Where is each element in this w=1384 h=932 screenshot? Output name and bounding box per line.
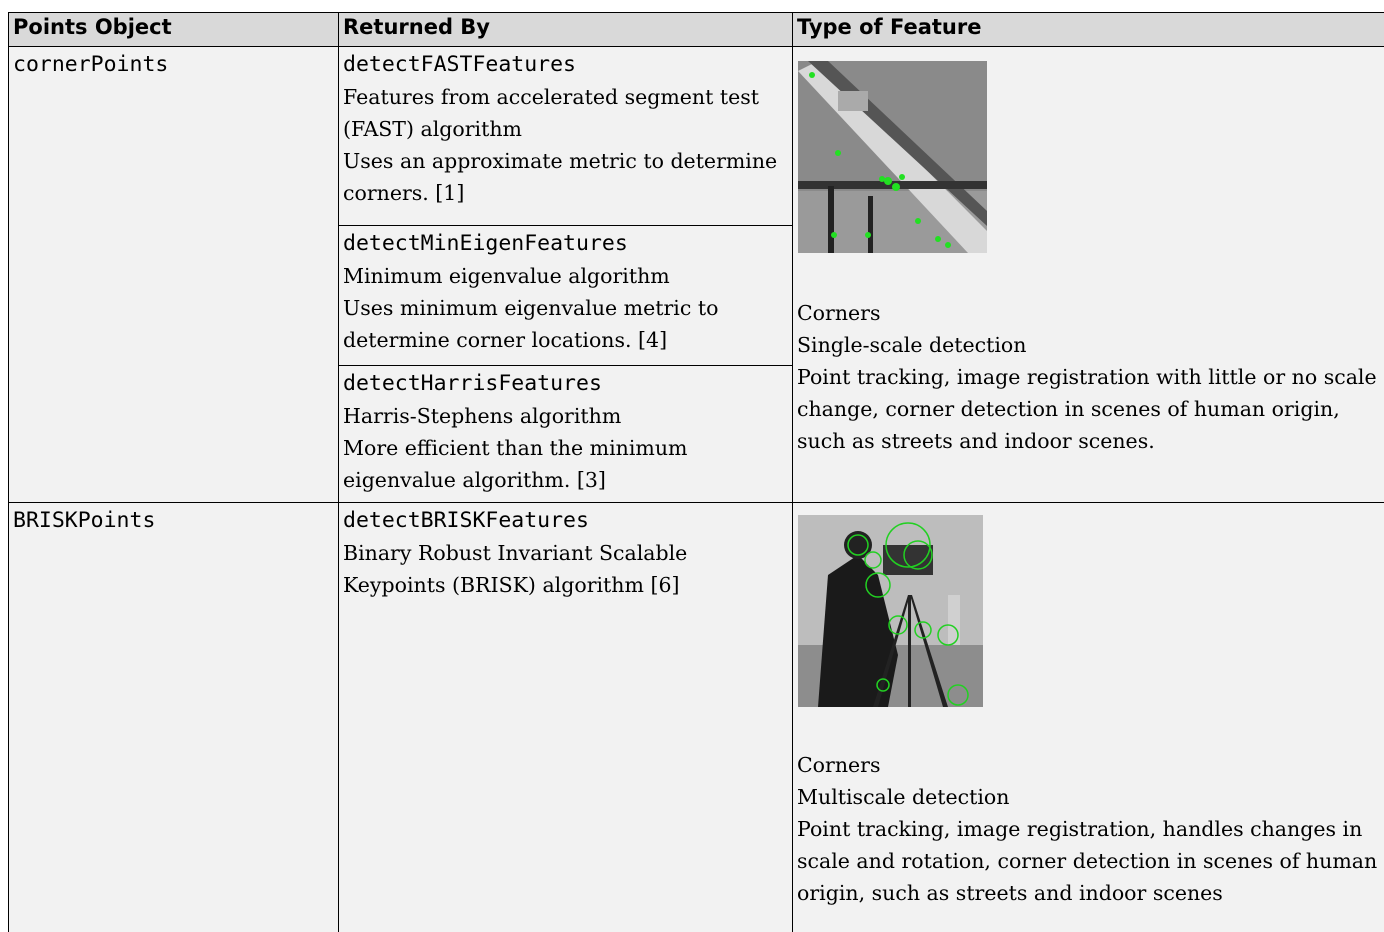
fast-image	[798, 61, 987, 253]
method-name: detectFASTFeatures	[343, 52, 576, 77]
feature-cell: Corners Multiscale detection Point track…	[792, 502, 1384, 932]
method-text: More efficient than the minimum eigenval…	[343, 436, 688, 492]
feature-text: Corners	[797, 301, 881, 325]
object-cell: cornerPoints	[8, 46, 339, 503]
header-row: Points Object Returned By Type of Featur…	[8, 12, 1384, 47]
method-name: detectHarrisFeatures	[343, 371, 602, 396]
object-name: cornerPoints	[13, 52, 169, 77]
row: BRISKPoints detectBRISKFeatures Binary R…	[8, 502, 1384, 932]
method-text: Harris-Stephens algorithm	[343, 404, 622, 428]
object-cell: BRISKPoints	[8, 502, 339, 932]
feature-cell: Corners Single-scale detection Point tra…	[792, 46, 1384, 503]
header-cell: Type of Feature	[792, 12, 1384, 47]
row: cornerPoints detectFASTFeatures Features…	[8, 46, 1384, 503]
method-cell: detectHarrisFeatures Harris-Stephens alg…	[338, 365, 793, 503]
feature-text: Single-scale detection	[797, 333, 1027, 357]
feature-table: Points Object Returned By Type of Featur…	[8, 12, 1384, 932]
method-name: detectBRISKFeatures	[343, 508, 589, 533]
method-text: Binary Robust Invariant Scalable Keypoin…	[343, 541, 688, 597]
brisk-image	[798, 515, 983, 707]
method-text: Uses minimum eigenvalue metric to determ…	[343, 296, 719, 352]
header-cell: Points Object	[8, 12, 339, 47]
method-cell: detectFASTFeatures Features from acceler…	[338, 46, 793, 226]
row: detectHarrisFeatures Harris-Stephens alg…	[9, 365, 1384, 503]
table-wrap: Points Object Returned By Type of Featur…	[8, 12, 1384, 932]
method-text: Minimum eigenvalue algorithm	[343, 264, 670, 288]
row: detectMinEigenFeatures Minimum eigenvalu…	[9, 225, 1384, 366]
header-cell: Returned By	[338, 12, 793, 47]
feature-text: Corners	[797, 753, 881, 777]
feature-text: Point tracking, image registration with …	[797, 365, 1377, 453]
object-name: BRISKPoints	[13, 508, 156, 533]
method-name: detectMinEigenFeatures	[343, 231, 628, 256]
method-text: Uses an approximate metric to determine …	[343, 149, 778, 205]
method-text: Features from accelerated segment test (…	[343, 85, 760, 141]
feature-text: Multiscale detection	[797, 785, 1010, 809]
method-cell: detectBRISKFeatures Binary Robust Invari…	[338, 502, 793, 932]
method-cell: detectMinEigenFeatures Minimum eigenvalu…	[338, 225, 793, 366]
feature-text: Point tracking, image registration, hand…	[797, 817, 1378, 905]
